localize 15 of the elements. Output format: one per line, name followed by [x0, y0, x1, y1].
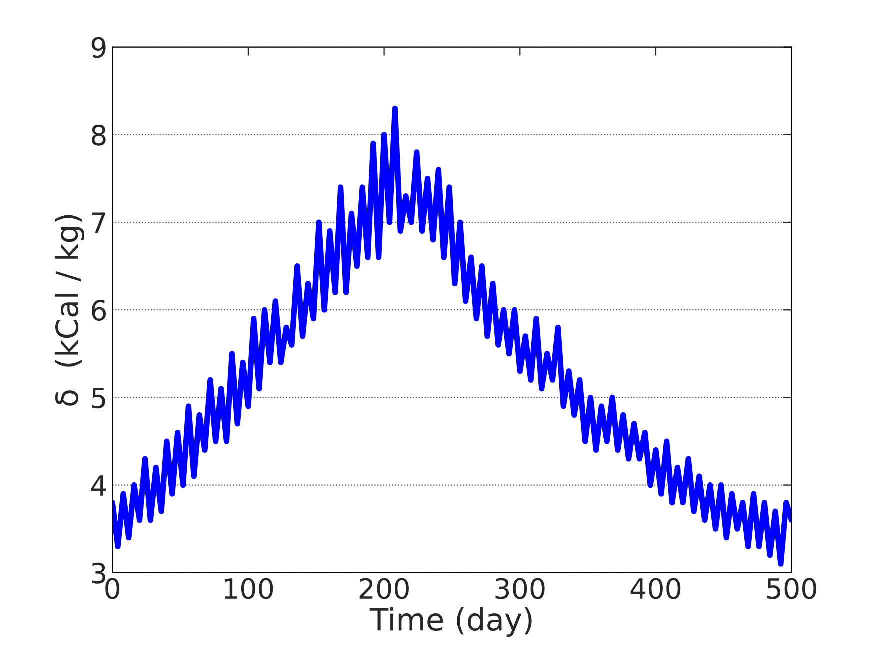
x-tick-label: 200: [360, 578, 409, 600]
x-tick-label: 100: [224, 578, 274, 600]
x-tick-label: 500: [767, 578, 816, 600]
x-tick-label: 0: [106, 578, 120, 600]
y-tick-label: 5: [92, 388, 106, 409]
y-tick-label: 4: [91, 476, 106, 496]
x-tick-label: 400: [630, 578, 681, 600]
x-axis-title: Time (day): [370, 607, 532, 637]
y-tick-label: 7: [92, 212, 106, 234]
y-tick-label: 6: [92, 300, 106, 322]
y-axis-title: δ (kCal / kg): [54, 215, 85, 406]
x-tick-label: 300: [496, 578, 545, 600]
y-tick-label: 8: [92, 124, 106, 146]
y-tick-label: 3: [92, 562, 106, 584]
y-tick-label: 9: [92, 37, 106, 58]
